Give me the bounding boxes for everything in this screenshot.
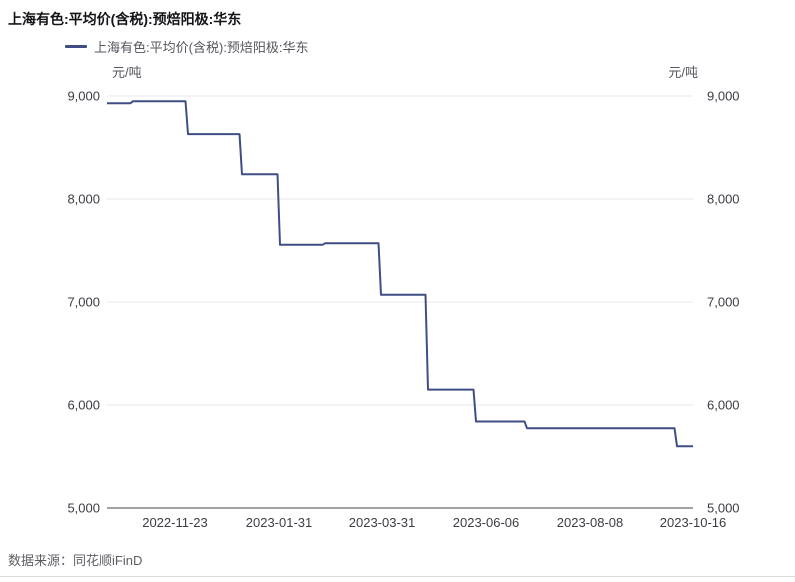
x-tick-label: 2023-08-08	[557, 515, 624, 530]
data-source-note: 数据来源：同花顺iFinD	[8, 553, 143, 568]
y-tick-label-right: 9,000	[707, 89, 740, 104]
y-tick-label-right: 5,000	[707, 501, 740, 516]
legend-line-swatch-icon	[65, 45, 87, 48]
bottom-divider	[0, 576, 795, 577]
legend-label: 上海有色:平均价(含税):预焙阳极:华东	[94, 40, 309, 55]
chart-title: 上海有色:平均价(含税):预焙阳极:华东	[8, 11, 242, 27]
y-tick-label-right: 8,000	[707, 192, 740, 207]
x-tick-label: 2023-10-16	[660, 515, 727, 530]
price-series-line	[107, 100, 693, 448]
x-tick-label: 2023-01-31	[246, 515, 313, 530]
y-tick-label-right: 7,000	[707, 295, 740, 310]
y-tick-label-left: 8,000	[67, 192, 100, 207]
y-tick-label-left: 6,000	[67, 398, 100, 413]
x-tick-label: 2023-06-06	[453, 515, 520, 530]
y-tick-label-left: 7,000	[67, 295, 100, 310]
y-tick-label-left: 5,000	[67, 501, 100, 516]
x-tick-label: 2023-03-31	[349, 515, 416, 530]
y-axis-unit-left: 元/吨	[112, 65, 142, 80]
legend-item[interactable]: 上海有色:平均价(含税):预焙阳极:华东	[65, 38, 309, 55]
x-tick-label: 2022-11-23	[142, 515, 208, 530]
y-axis-unit-right: 元/吨	[668, 65, 698, 80]
y-tick-label-right: 6,000	[707, 398, 740, 413]
y-tick-label-left: 9,000	[67, 89, 100, 104]
